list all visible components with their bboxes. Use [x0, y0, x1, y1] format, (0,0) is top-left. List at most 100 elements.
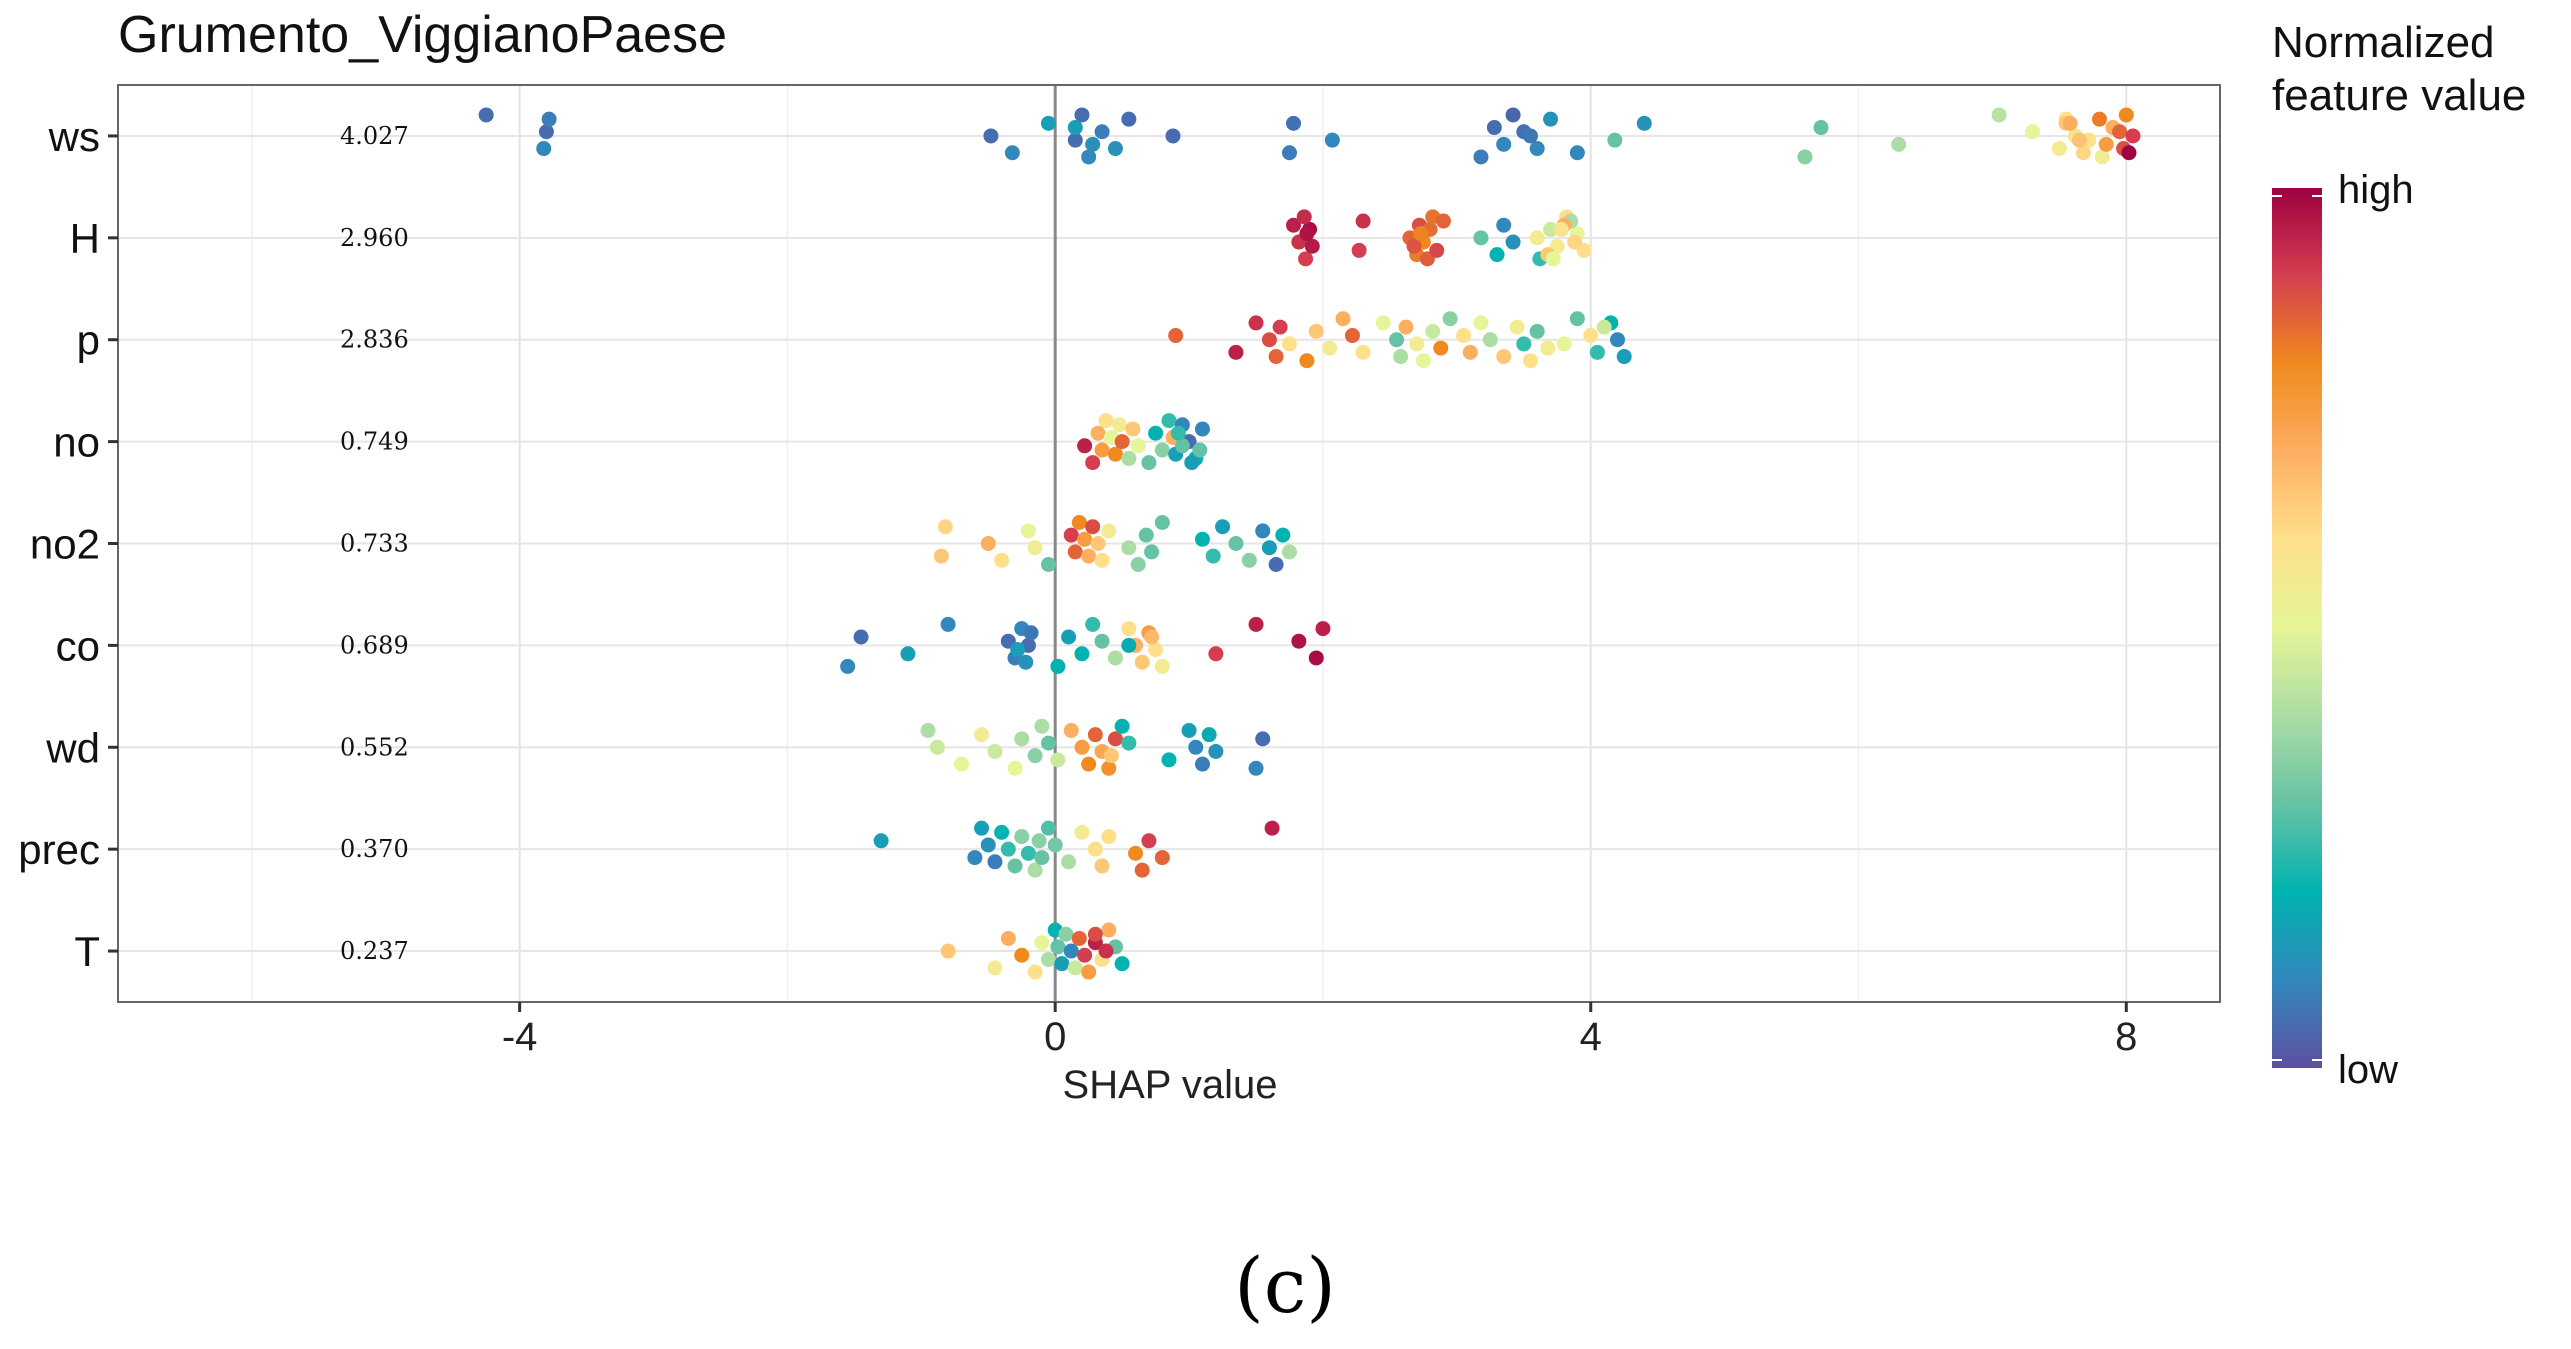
shap-point-ws [478, 107, 494, 123]
y-tick-label-H: H [70, 215, 100, 262]
shap-point-no [1098, 413, 1114, 429]
shap-point-no [1085, 455, 1101, 471]
mean-abs-label-no: 0.749 [340, 428, 409, 456]
legend-low-label: low [2338, 1048, 2398, 1092]
colorbar [2272, 188, 2322, 1068]
shap-point-wd [1101, 760, 1117, 776]
x-axis-label: SHAP value [1063, 1063, 1278, 1107]
shap-point-co [1094, 633, 1110, 649]
shap-point-wd [1074, 739, 1090, 755]
shap-point-T [1067, 960, 1083, 976]
shap-point-p [1433, 340, 1449, 356]
shap-point-prec [1264, 820, 1280, 836]
shap-point-H [1406, 238, 1422, 254]
shap-point-co [1050, 658, 1066, 674]
shap-point-wd [1114, 718, 1130, 734]
y-tick-label-prec: prec [18, 826, 100, 873]
shap-point-co [1144, 629, 1160, 645]
shap-point-no2 [1020, 523, 1036, 539]
shap-point-co [900, 646, 916, 662]
shap-point-wd [987, 743, 1003, 759]
shap-point-co [853, 629, 869, 645]
shap-point-co [1010, 642, 1026, 658]
shap-point-no2 [1085, 519, 1101, 535]
shap-point-co [1061, 629, 1077, 645]
mean-abs-label-no2: 0.733 [340, 530, 409, 558]
shap-point-no [1114, 434, 1130, 450]
shap-point-H [1429, 242, 1445, 258]
shap-point-T [1071, 930, 1087, 946]
shap-point-p [1583, 328, 1599, 344]
y-tick-label-p: p [77, 317, 100, 364]
shap-point-ws [1004, 145, 1020, 161]
shap-point-p [1610, 332, 1626, 348]
shap-point-H [1296, 209, 1312, 225]
shap-point-H [1567, 234, 1583, 250]
shap-point-ws [1281, 145, 1297, 161]
shap-point-no [1184, 455, 1200, 471]
shap-point-no2 [1261, 540, 1277, 556]
figure-caption: (c) [1234, 1241, 1336, 1330]
shap-point-ws [1085, 136, 1101, 152]
shap-point-co [1208, 646, 1224, 662]
shap-point-T [1077, 947, 1093, 963]
shap-point-ws [1107, 141, 1123, 157]
shap-point-prec [1034, 850, 1050, 866]
shap-point-ws [2051, 141, 2067, 157]
shap-point-p [1569, 311, 1585, 327]
shap-point-no2 [937, 519, 953, 535]
shap-point-ws [1543, 111, 1559, 127]
shap-point-H [1435, 213, 1451, 229]
shap-point-ws [1797, 149, 1813, 165]
shap-point-wd [1034, 718, 1050, 734]
shap-point-p [1540, 340, 1556, 356]
shap-point-co [1121, 621, 1137, 637]
mean-abs-label-p: 2.836 [340, 326, 409, 354]
shap-point-ws [2025, 124, 2041, 140]
shap-point-prec [967, 850, 983, 866]
shap-point-no2 [1268, 557, 1284, 572]
shap-point-no2 [980, 536, 996, 551]
legend-title-line-1: Normalized [2272, 18, 2495, 67]
shap-point-wd [974, 727, 990, 743]
shap-point-ws [536, 141, 552, 157]
shap-point-T [1014, 947, 1030, 963]
shap-point-co [1107, 650, 1123, 666]
mean-abs-label-ws: 4.027 [340, 122, 409, 150]
shap-point-p [1308, 323, 1324, 339]
shap-point-ws [541, 111, 557, 127]
shap-point-prec [1020, 845, 1036, 861]
shap-point-co [1308, 650, 1324, 666]
shap-point-T [1054, 956, 1070, 972]
shap-point-ws [1067, 120, 1083, 136]
shap-point-no [1107, 446, 1123, 462]
shap-point-no2 [1281, 544, 1297, 560]
shap-point-p [1168, 328, 1184, 344]
shap-point-ws [1094, 124, 1110, 140]
shap-point-co [1134, 654, 1150, 670]
shap-point-p [1355, 344, 1371, 360]
shap-point-p [1509, 319, 1525, 335]
shap-point-p [1299, 353, 1315, 369]
shap-point-ws [538, 124, 554, 140]
shap-point-no2 [933, 548, 949, 564]
shap-point-ws [983, 128, 999, 144]
shap-point-wd [1121, 735, 1137, 751]
shap-point-prec [974, 820, 990, 836]
shap-point-no2 [1138, 527, 1154, 543]
shap-point-ws [2092, 111, 2108, 127]
shap-point-wd [929, 739, 945, 755]
shap-point-no2 [1154, 515, 1170, 530]
shap-point-ws [2125, 128, 2141, 144]
shap-point-prec [1027, 862, 1043, 878]
data-points [478, 107, 2141, 980]
shap-point-H [1545, 251, 1561, 267]
shap-point-co [1074, 646, 1090, 662]
x-tick-label: 4 [1580, 1015, 1602, 1059]
shap-point-prec [1031, 833, 1047, 849]
shap-point-prec [1154, 850, 1170, 866]
shap-point-ws [1991, 107, 2007, 123]
shap-point-H [1298, 251, 1314, 267]
shap-point-co [1085, 616, 1101, 632]
shap-point-H [1355, 213, 1371, 229]
